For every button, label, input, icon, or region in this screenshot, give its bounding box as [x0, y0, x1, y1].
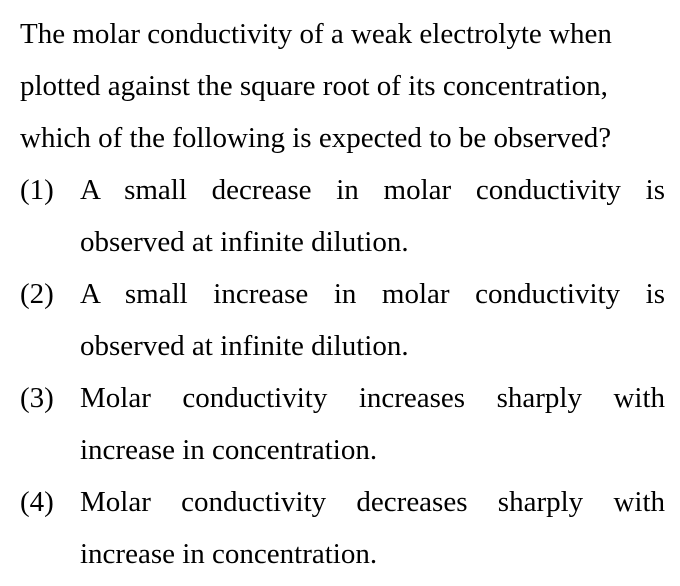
option-3: (3) Molar conductivity increases sharply…: [20, 372, 665, 476]
option-1: (1) A small decrease in molar conductivi…: [20, 164, 665, 268]
option-3-number: (3): [20, 382, 54, 414]
option-1-number: (1): [20, 174, 54, 206]
option-3-text: Molar conductivity increases sharply wit…: [80, 382, 665, 466]
option-2-number: (2): [20, 278, 54, 310]
option-4: (4) Molar conductivity decreases sharply…: [20, 476, 665, 580]
option-2-text: A small increase in molar conductivity i…: [80, 278, 665, 362]
option-4-number: (4): [20, 486, 54, 518]
option-4-text: Molar conductivity decreases sharply wit…: [80, 486, 665, 570]
option-1-text: A small decrease in molar conductivity i…: [80, 174, 665, 258]
options-list: (1) A small decrease in molar conductivi…: [20, 164, 665, 580]
option-2: (2) A small increase in molar conductivi…: [20, 268, 665, 372]
question-text: The molar conductivity of a weak electro…: [20, 18, 612, 154]
